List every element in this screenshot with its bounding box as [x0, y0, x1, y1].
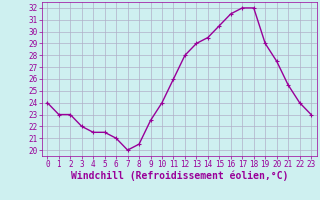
X-axis label: Windchill (Refroidissement éolien,°C): Windchill (Refroidissement éolien,°C) [70, 171, 288, 181]
